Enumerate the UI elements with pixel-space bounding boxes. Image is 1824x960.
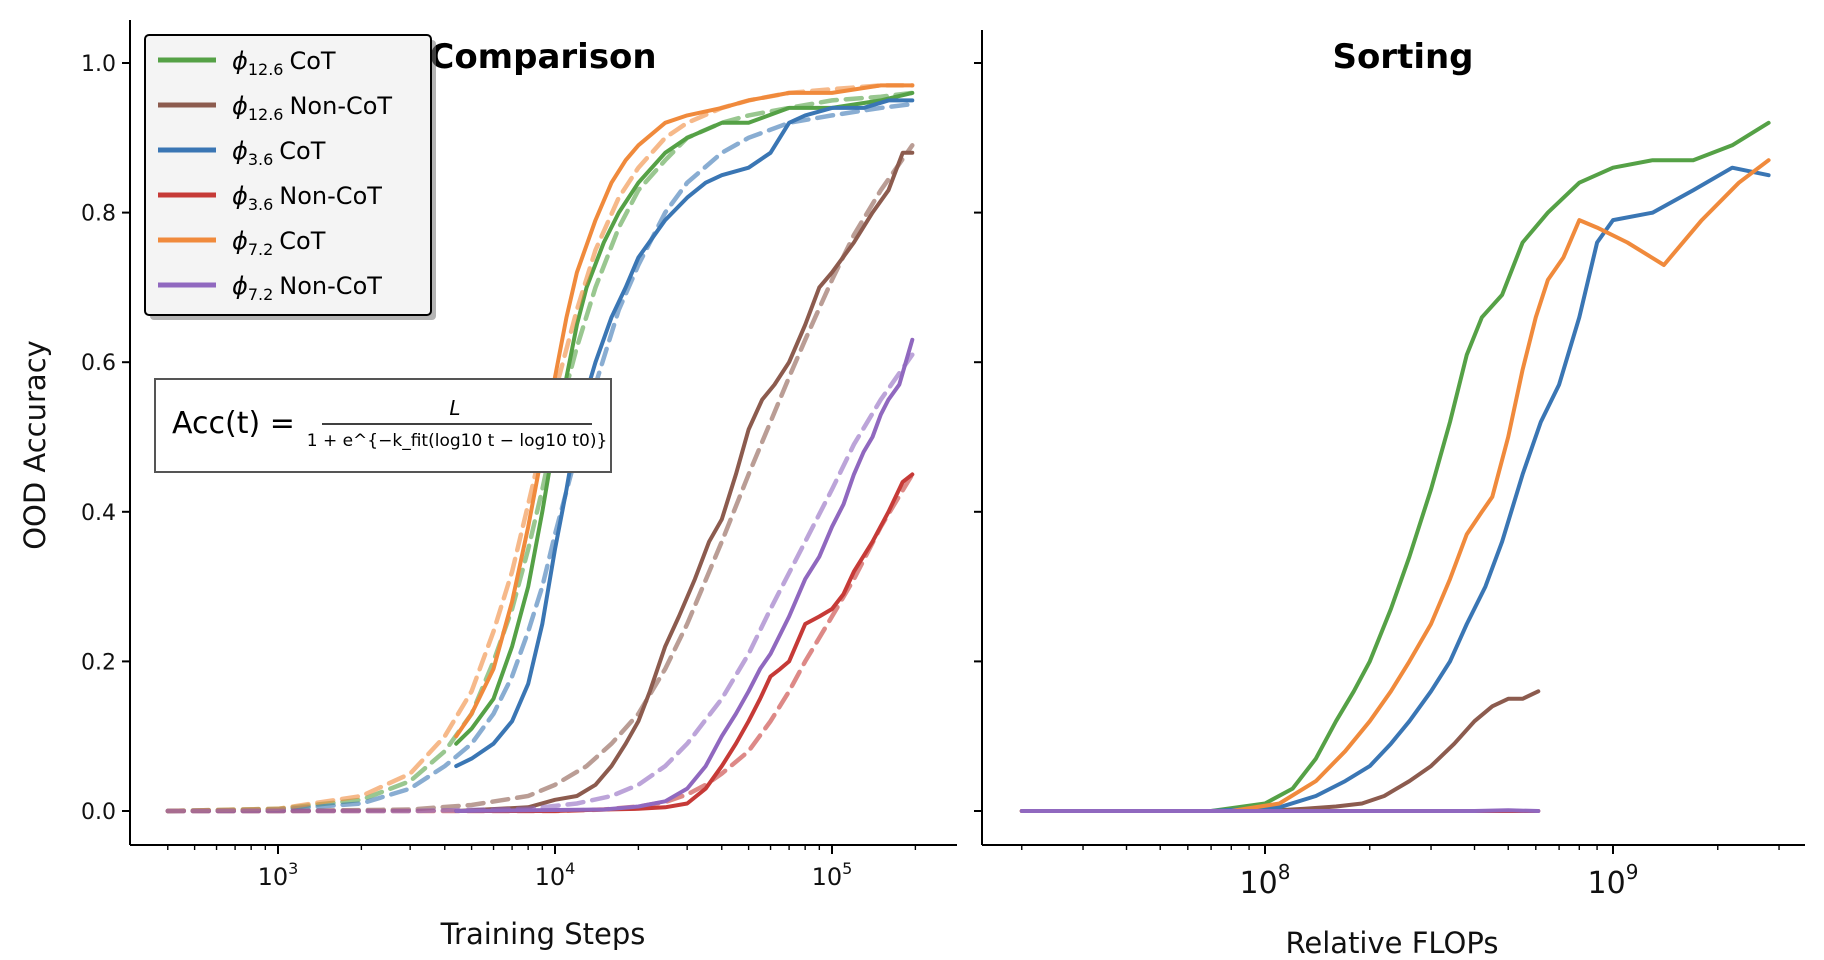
series-line-ϕ7.2-cot	[1019, 158, 1771, 813]
y-tick-label: 0.6	[81, 351, 116, 376]
chart-title: Sorting	[1332, 37, 1473, 77]
x-axis-label: Relative FLOPs	[1286, 926, 1499, 960]
y-tick-label: 1.0	[81, 52, 116, 77]
formula-numerator: L	[449, 396, 460, 420]
series-line-ϕ3.6-cot	[1019, 165, 1771, 813]
series-line-ϕ12.6-cot	[1112, 120, 1771, 813]
formula-denominator: 1 + e^{−k_fit(log10 t − log10 t0)}	[307, 431, 608, 451]
series-line-ϕ12.6-non-cot	[454, 150, 915, 813]
formula-lhs: Acc(t) =	[172, 406, 295, 441]
chart-title: Comparison	[429, 37, 656, 77]
legend-entry: ϕ12.6 CoT	[232, 47, 336, 79]
legend-entry: ϕ3.6 Non-CoT	[232, 182, 382, 214]
x-tick-label: 104	[535, 859, 576, 891]
legend-entry: ϕ12.6 Non-CoT	[232, 92, 392, 124]
y-tick-label: 0.8	[81, 202, 116, 227]
fit-formula-annotation: Acc(t) = L 1 + e^{−k_fit(log10 t − log10…	[154, 378, 612, 473]
series-line-ϕ7.2-non-cot	[1019, 808, 1541, 813]
series-line-ϕ7.2-non-cot	[454, 337, 915, 813]
x-tick-label: 105	[812, 859, 853, 891]
axis-ticks: 0.0 0.2 0.4 0.6 0.8 1.0 103 104 105	[81, 52, 917, 891]
legend-entry: ϕ7.2 Non-CoT	[232, 272, 382, 304]
axes-spines	[129, 20, 957, 846]
fit-line-ϕ3.6-non-cot	[165, 472, 915, 814]
fit-line-ϕ12.6-cot	[165, 90, 915, 814]
fit-line-ϕ12.6-non-cot	[165, 143, 915, 814]
panel-sorting: Sorting Relative FLOPs 108 109	[974, 30, 1805, 960]
series-line-ϕ12.6-non-cot	[1019, 689, 1541, 813]
y-tick-label: 0.0	[81, 800, 116, 825]
legend-entry: ϕ3.6 CoT	[232, 137, 326, 169]
fit-line-ϕ7.2-non-cot	[165, 352, 915, 814]
series-line-ϕ3.6-cot	[454, 98, 915, 769]
plot-lines	[1019, 120, 1771, 813]
x-tick-label: 109	[1588, 860, 1639, 901]
series-line-ϕ3.6-non-cot	[454, 472, 915, 813]
y-axis-label: OOD Accuracy	[18, 340, 52, 550]
y-tick-label: 0.2	[81, 650, 116, 675]
y-tick-label: 0.4	[81, 501, 116, 526]
formula-box	[154, 378, 612, 473]
x-axis-label: Training Steps	[440, 917, 646, 951]
legend-entry: ϕ7.2 CoT	[232, 227, 326, 259]
legend-box	[144, 34, 432, 316]
legend: ϕ12.6 CoT ϕ12.6 Non-CoT ϕ3.6 CoT ϕ3.6 Non-CoT ϕ7…	[144, 34, 436, 320]
axes-spines	[981, 30, 1805, 846]
axis-ticks: 108 109	[974, 62, 1780, 901]
panel-comparison: Comparison Training Steps OOD Accuracy 0…	[18, 20, 957, 951]
series-line-ϕ12.6-cot	[454, 90, 915, 746]
series-line-ϕ7.2-cot	[454, 83, 915, 739]
x-tick-label: 103	[258, 859, 299, 891]
x-tick-label: 108	[1240, 860, 1291, 901]
